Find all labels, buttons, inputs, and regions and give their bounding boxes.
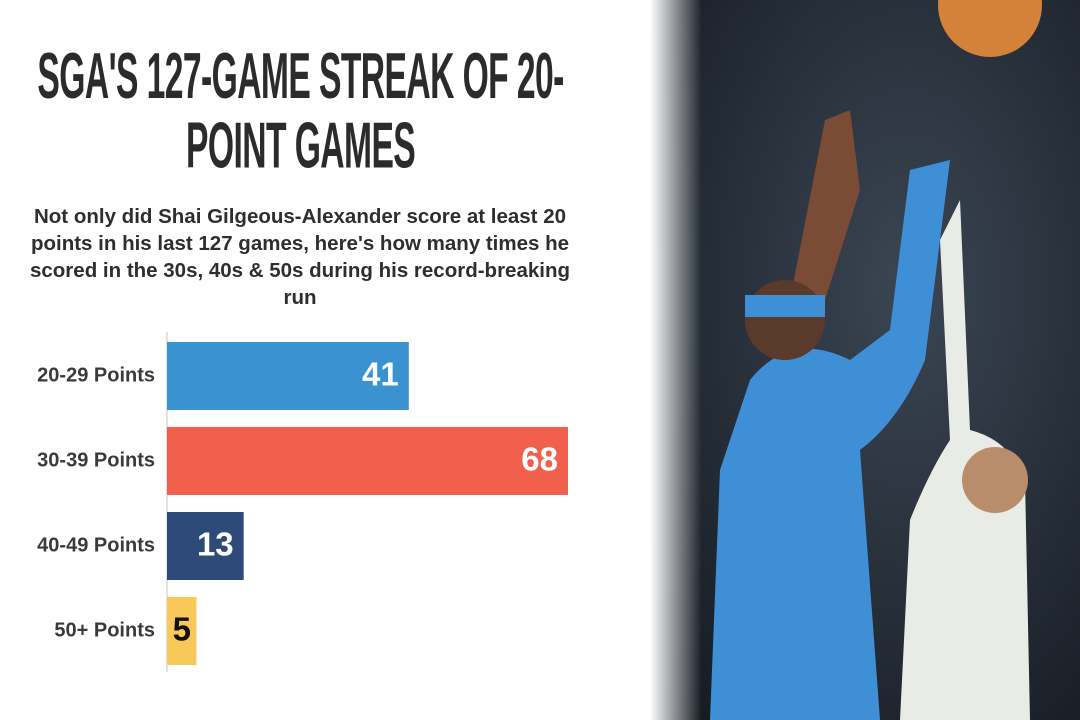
category-label: 40-49 Points bbox=[37, 534, 155, 556]
value-label: 5 bbox=[173, 611, 191, 648]
bar bbox=[167, 342, 409, 410]
value-label: 41 bbox=[362, 356, 399, 393]
value-label: 68 bbox=[521, 441, 558, 478]
bar bbox=[167, 427, 568, 495]
chart: 20-29 Points 41 30-39 Points 68 40-49 Points… bbox=[37, 332, 568, 672]
category-label: 50+ Points bbox=[54, 619, 155, 641]
bar bbox=[167, 512, 244, 580]
chart-title: SGA'S 127-GAME STREAK OF 20-POINT GAMES bbox=[37, 39, 564, 182]
bar bbox=[167, 597, 197, 665]
chart-subtitle: Not only did Shai Gilgeous-Alexander sco… bbox=[29, 205, 571, 309]
category-label: 30-39 Points bbox=[37, 449, 155, 471]
value-label: 13 bbox=[197, 526, 234, 563]
category-label: 20-29 Points bbox=[37, 364, 155, 386]
player-photo bbox=[650, 0, 1080, 720]
